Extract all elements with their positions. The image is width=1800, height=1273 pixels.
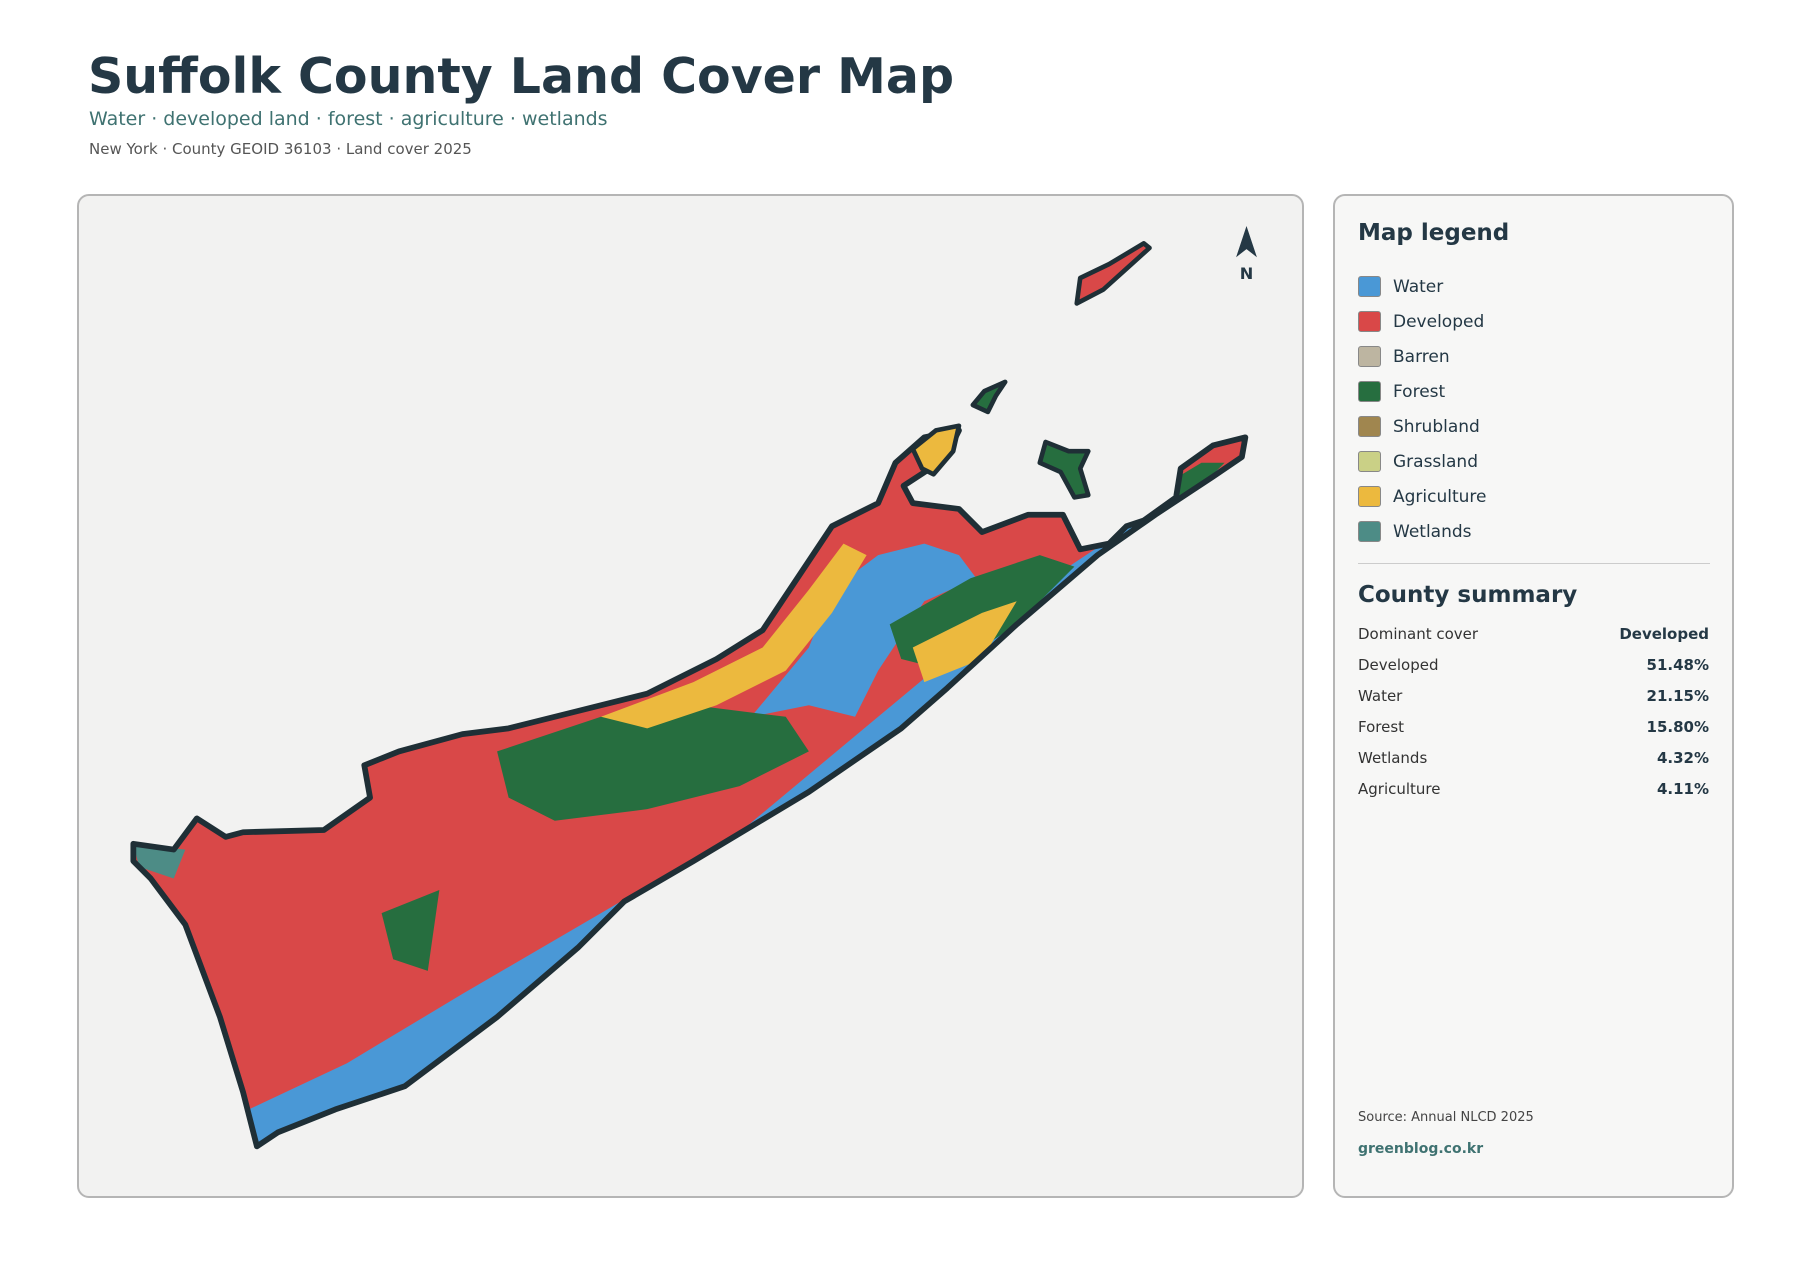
summary-value: 15.80% (1646, 718, 1709, 736)
legend-label: Wetlands (1393, 521, 1472, 542)
legend-item: Developed (1358, 311, 1484, 332)
legend-swatch (1358, 311, 1381, 332)
map: N (79, 226, 1257, 1196)
legend-swatch (1358, 451, 1381, 472)
meta: New York · County GEOID 36103 · Land cov… (89, 140, 472, 158)
summary-label: Wetlands (1358, 749, 1428, 767)
source: Source: Annual NLCD 2025 (1358, 1110, 1534, 1125)
summary-label: Forest (1358, 718, 1405, 736)
legend-swatch (1358, 486, 1381, 507)
legend-label: Forest (1393, 381, 1446, 402)
island (1037, 439, 1091, 500)
subtitle: Water · developed land · forest · agricu… (89, 108, 608, 130)
legend-label: Water (1393, 276, 1444, 297)
legend-label: Barren (1393, 346, 1450, 367)
island (910, 423, 962, 477)
legend-label: Developed (1393, 311, 1485, 332)
island (1074, 241, 1152, 306)
map-panel: N (77, 194, 1304, 1198)
legend-item: Forest (1358, 381, 1445, 402)
summary-value: 4.32% (1656, 749, 1709, 767)
legend-item: Grassland (1358, 451, 1478, 472)
legend-swatch (1358, 346, 1381, 367)
legend-swatch (1358, 416, 1381, 437)
legend-swatch (1358, 381, 1381, 402)
agriculture-area (912, 601, 1017, 683)
summary-value: Developed (1619, 625, 1709, 643)
legend-label: Agriculture (1393, 486, 1487, 507)
summary-label: Agriculture (1358, 780, 1441, 798)
site: greenblog.co.kr (1358, 1141, 1484, 1157)
north-arrow (1236, 226, 1257, 258)
summary-label: Developed (1358, 656, 1439, 674)
legend-item: Water (1358, 276, 1443, 297)
summary-value: 21.15% (1646, 687, 1709, 705)
legend-label: Shrubland (1393, 416, 1480, 437)
legend-item: Wetlands (1358, 521, 1472, 542)
legend-item: Agriculture (1358, 486, 1487, 507)
legend-panel: Map legend Water Developed Barren Forest Shr… (1333, 194, 1734, 1198)
title: Suffolk County Land Cover Map (88, 48, 955, 105)
legend-item: Shrubland (1358, 416, 1480, 437)
legend-label: Grassland (1393, 451, 1478, 472)
summary-value: 51.48% (1646, 656, 1709, 674)
forest-area (497, 705, 809, 821)
land-cover (133, 430, 1246, 1147)
summary-value: 4.11% (1656, 780, 1709, 798)
legend-swatch (1358, 276, 1381, 297)
legend-title: Map legend (1358, 220, 1510, 246)
water-area (751, 543, 977, 717)
north-label: N (1240, 264, 1254, 283)
wetlands-area (133, 843, 186, 879)
separator (1358, 563, 1710, 564)
summary-title: County summary (1358, 582, 1578, 608)
legend-item: Barren (1358, 346, 1450, 367)
legend-swatch (1358, 521, 1381, 542)
summary-label: Water (1358, 687, 1403, 705)
forest-area (381, 889, 440, 971)
summary-label: Dominant cover (1358, 625, 1479, 643)
island (970, 379, 1008, 415)
